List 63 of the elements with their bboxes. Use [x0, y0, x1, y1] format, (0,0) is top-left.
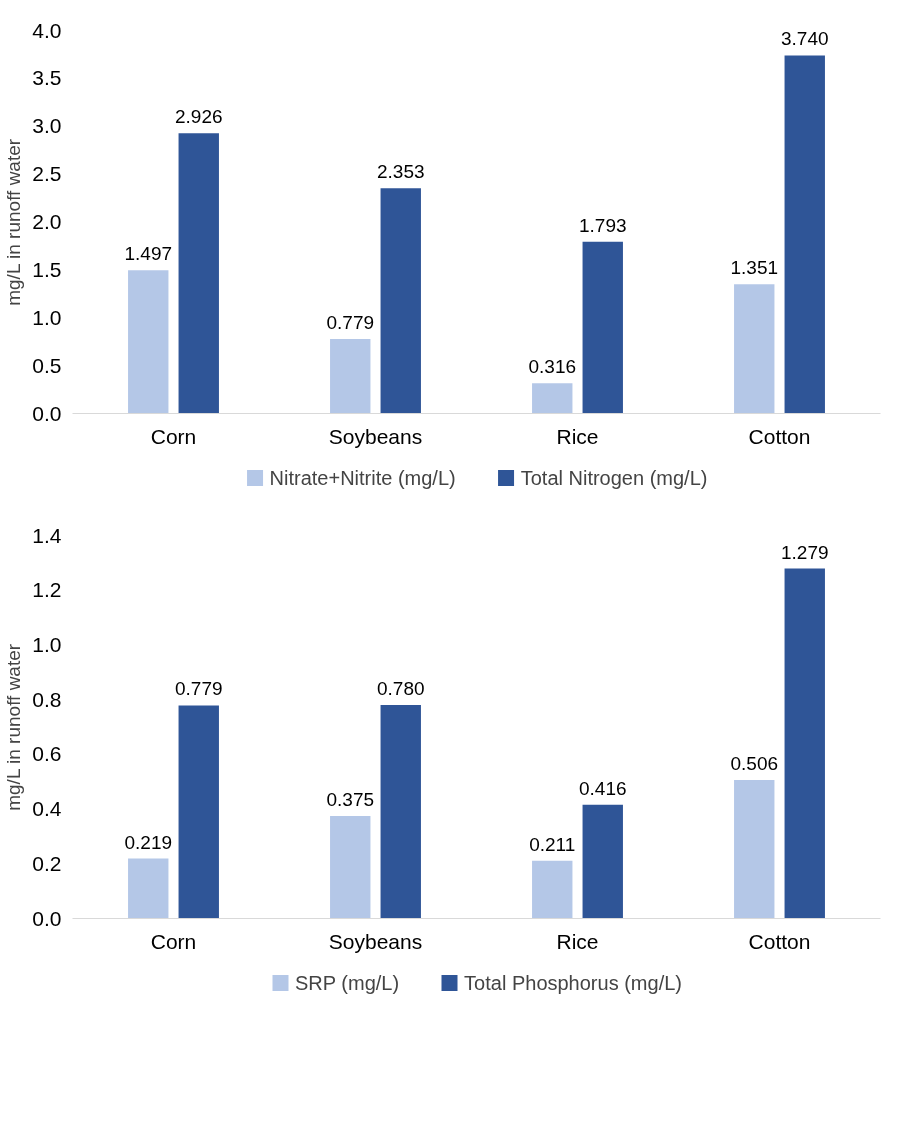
y-tick-label: 1.4 [32, 523, 62, 547]
bar [380, 188, 421, 414]
bar [734, 780, 775, 919]
text: 0.780 [376, 678, 425, 700]
y-axis-title: mg/L in runoff water [3, 138, 25, 306]
text: 0.779 [326, 311, 375, 333]
y-tick-label: 0.4 [32, 797, 62, 821]
text: 3.740 [780, 28, 829, 50]
bar [532, 860, 573, 919]
bar [128, 858, 169, 919]
y-tick-label: 4.0 [32, 18, 62, 42]
x-tick-label: Corn [150, 929, 197, 953]
legend-label: SRP (mg/L) [295, 971, 400, 994]
bar [582, 241, 623, 414]
y-tick-label: 1.0 [32, 632, 62, 656]
legend-label: Total Phosphorus (mg/L) [464, 971, 682, 994]
text: 0.506 [730, 753, 779, 775]
y-tick-label: 3.5 [32, 66, 62, 90]
x-tick-label: Cotton [748, 424, 811, 448]
bar [784, 55, 825, 414]
x-tick-label: Rice [556, 929, 599, 953]
y-tick-label: 0.2 [32, 851, 62, 875]
text: 0.416 [578, 777, 627, 799]
text: 1.497 [124, 243, 173, 265]
bar [532, 383, 573, 414]
text: 1.279 [780, 541, 829, 563]
text: 0.316 [528, 356, 577, 378]
text: 0.375 [326, 788, 375, 810]
bar [128, 270, 169, 414]
y-tick-label: 1.2 [32, 578, 62, 602]
x-tick-label: Soybeans [328, 929, 423, 953]
bar [330, 815, 371, 919]
legend-label: Total Nitrogen (mg/L) [520, 466, 708, 489]
text: 0.779 [174, 678, 223, 700]
bar [784, 568, 825, 919]
y-tick-label: 0.5 [32, 353, 62, 377]
x-tick-label: Rice [556, 424, 599, 448]
text: 1.351 [730, 257, 779, 279]
y-tick-label: 1.0 [32, 305, 62, 329]
text: 0.219 [124, 831, 173, 853]
y-tick-label: 2.5 [32, 162, 62, 186]
x-tick-label: Cotton [748, 929, 811, 953]
text: 0.211 [529, 833, 576, 855]
y-tick-label: 0.6 [32, 742, 62, 766]
bar [330, 338, 371, 414]
y-tick-label: 3.0 [32, 114, 62, 138]
x-tick-label: Soybeans [328, 424, 423, 448]
text: 1.793 [578, 214, 627, 236]
y-tick-label: 0.0 [32, 401, 62, 425]
text: 2.353 [376, 161, 425, 183]
bar [178, 705, 219, 919]
bar [178, 133, 219, 414]
y-tick-label: 0.0 [32, 906, 62, 930]
y-axis-title: mg/L in runoff water [3, 643, 25, 811]
text: 2.926 [174, 106, 223, 128]
y-tick-label: 1.5 [32, 257, 62, 281]
bar [734, 284, 775, 414]
y-tick-label: 2.0 [32, 210, 62, 233]
y-tick-label: 0.8 [32, 687, 62, 711]
bar [582, 804, 623, 919]
bar [380, 705, 421, 919]
x-tick-label: Corn [150, 424, 197, 448]
legend-label: Nitrate+Nitrite (mg/L) [269, 466, 456, 489]
